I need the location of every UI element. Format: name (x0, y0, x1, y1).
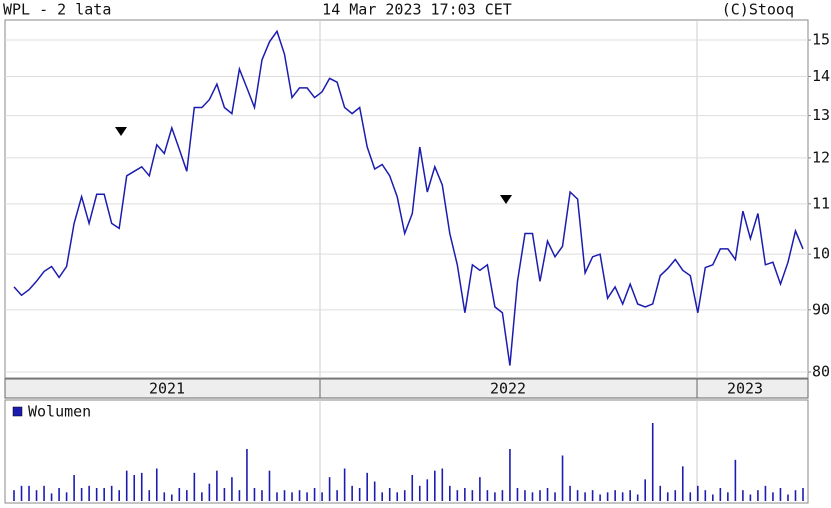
y-tick-label: 110 (812, 194, 831, 212)
y-tick-label: 140 (812, 67, 831, 85)
source: (C)Stooq (722, 1, 794, 19)
dividend-marker (115, 127, 127, 136)
year-strip (4, 378, 809, 399)
plot-frame (4, 19, 809, 379)
y-tick-label: 120 (812, 148, 831, 166)
year-label: 2021 (149, 380, 185, 398)
price-line (13, 29, 804, 366)
y-tick-label: 90 (812, 300, 830, 318)
y-tick-label: 150 (812, 31, 831, 49)
year-label: 2022 (490, 380, 526, 398)
y-tick-label: 80 (812, 363, 830, 381)
legend-label: Wolumen (28, 403, 91, 421)
y-tick-label: 130 (812, 106, 831, 124)
legend-swatch (12, 406, 23, 417)
year-label: 2023 (727, 380, 763, 398)
chart-subtitle: 14 Mar 2023 17:03 CET (322, 1, 512, 19)
y-tick-label: 100 (812, 245, 831, 263)
chart-title: WPL - 2 lata (3, 1, 111, 19)
volume-frame (4, 399, 809, 504)
dividend-marker (500, 195, 512, 204)
grid (5, 20, 808, 503)
